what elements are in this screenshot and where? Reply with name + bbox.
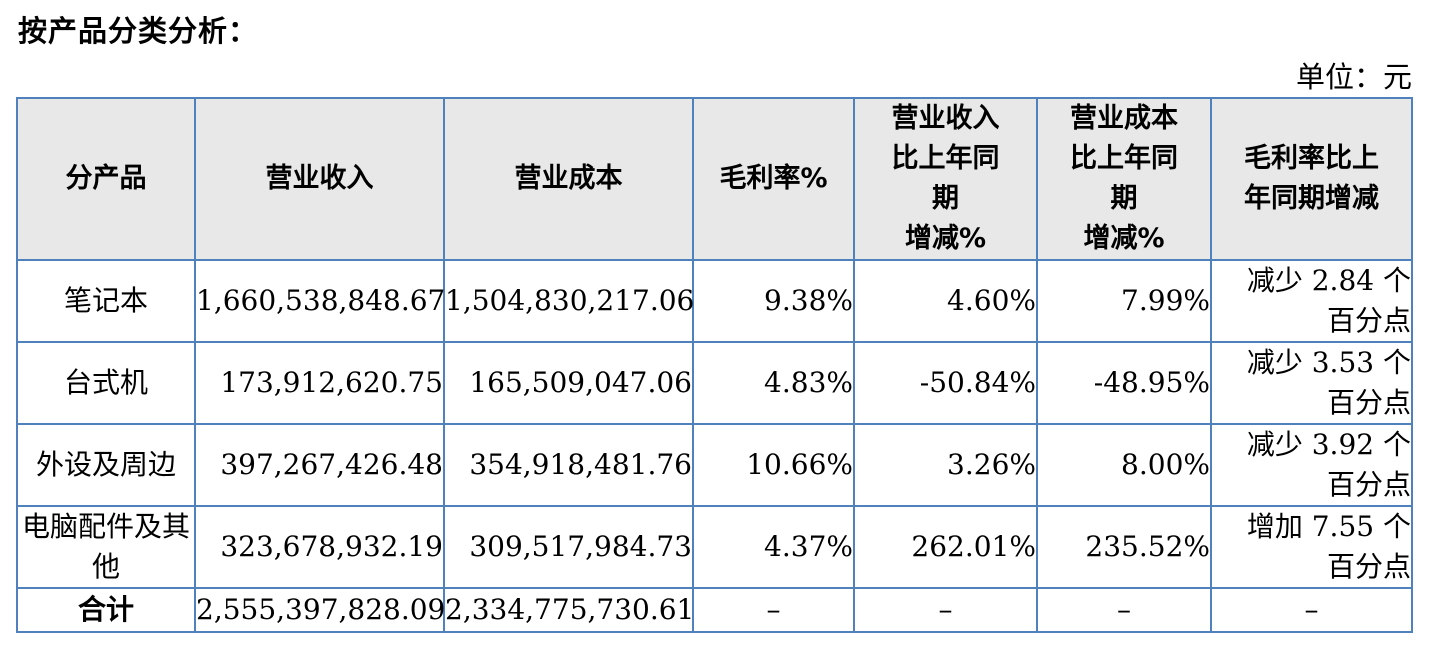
cell-total-cost-change: – [1036, 587, 1212, 633]
cell-revenue: 323,678,932.19 [194, 505, 445, 589]
cell-margin-change: 减少 2.84 个 百分点 [1210, 259, 1413, 343]
header-margin-change: 毛利率比上 年同期增减 [1210, 97, 1413, 261]
cell-cost-change: -48.95% [1036, 341, 1212, 425]
cell-cost: 309,517,984.73 [443, 505, 694, 589]
cell-cost-change: 8.00% [1036, 423, 1212, 507]
header-revenue-change-line: 增减% [904, 223, 987, 254]
table-row: 外设及周边 397,267,426.48 354,918,481.76 10.6… [16, 423, 1413, 507]
section-title: 按产品分类分析： [18, 14, 259, 48]
header-product: 分产品 [16, 97, 196, 261]
cell-revenue: 397,267,426.48 [194, 423, 445, 507]
cell-revenue: 173,912,620.75 [194, 341, 445, 425]
header-margin-change-line: 年同期增减 [1244, 183, 1379, 214]
product-analysis-table: 分产品 营业收入 营业成本 毛利率% 营业收入 比上年同 期 增减% 营业成本 … [16, 97, 1413, 633]
cell-product: 台式机 [16, 341, 196, 425]
header-revenue-change-line: 期 [932, 183, 959, 214]
margin-change-line2: 百分点 [1326, 550, 1411, 583]
cell-cost: 1,504,830,217.06 [443, 259, 694, 343]
cell-cost: 165,509,047.06 [443, 341, 694, 425]
cell-total-cost: 2,334,775,730.61 [443, 587, 694, 633]
margin-change-line1: 增加 7.55 个 [1246, 510, 1411, 543]
header-revenue: 营业收入 [194, 97, 445, 261]
cell-margin-change: 增加 7.55 个 百分点 [1210, 505, 1413, 589]
cell-margin: 9.38% [692, 259, 855, 343]
margin-change-line2: 百分点 [1326, 386, 1411, 419]
cell-product: 外设及周边 [16, 423, 196, 507]
cell-cost-change: 235.52% [1036, 505, 1212, 589]
cell-cost-change: 7.99% [1036, 259, 1212, 343]
header-revenue-change-line: 比上年同 [891, 143, 1000, 174]
table-row: 笔记本 1,660,538,848.67 1,504,830,217.06 9.… [16, 259, 1413, 343]
margin-change-line1: 减少 3.92 个 [1246, 428, 1411, 461]
header-cost-change-line: 营业成本 [1070, 103, 1178, 134]
header-margin: 毛利率% [692, 97, 855, 261]
margin-change-line1: 减少 2.84 个 [1246, 264, 1411, 297]
cell-margin-change: 减少 3.53 个 百分点 [1210, 341, 1413, 425]
cell-margin-change: 减少 3.92 个 百分点 [1210, 423, 1413, 507]
cell-total-margin-change: – [1210, 587, 1413, 633]
header-cost-change-line: 比上年同 [1070, 143, 1178, 174]
header-cost: 营业成本 [443, 97, 694, 261]
cell-revenue-change: 3.26% [853, 423, 1038, 507]
cell-margin: 10.66% [692, 423, 855, 507]
header-cost-change: 营业成本 比上年同 期 增减% [1036, 97, 1212, 261]
margin-change-line1: 减少 3.53 个 [1246, 346, 1411, 379]
header-revenue-change-line: 营业收入 [891, 103, 1000, 134]
table-header-row: 分产品 营业收入 营业成本 毛利率% 营业收入 比上年同 期 增减% 营业成本 … [16, 97, 1413, 261]
cell-revenue: 1,660,538,848.67 [194, 259, 445, 343]
cell-revenue-change: 262.01% [853, 505, 1038, 589]
cell-product: 电脑配件及其他 [16, 505, 196, 589]
margin-change-line2: 百分点 [1326, 468, 1411, 501]
cell-total-label: 合计 [16, 587, 196, 633]
cell-margin: 4.37% [692, 505, 855, 589]
cell-margin: 4.83% [692, 341, 855, 425]
cell-revenue-change: 4.60% [853, 259, 1038, 343]
cell-product: 笔记本 [16, 259, 196, 343]
cell-cost: 354,918,481.76 [443, 423, 694, 507]
cell-total-revenue-change: – [853, 587, 1038, 633]
table-row: 台式机 173,912,620.75 165,509,047.06 4.83% … [16, 341, 1413, 425]
table-total-row: 合计 2,555,397,828.09 2,334,775,730.61 – –… [16, 587, 1413, 633]
unit-label: 单位：元 [1295, 60, 1412, 94]
cell-revenue-change: -50.84% [853, 341, 1038, 425]
header-cost-change-line: 增减% [1083, 223, 1165, 254]
table-row: 电脑配件及其他 323,678,932.19 309,517,984.73 4.… [16, 505, 1413, 589]
header-margin-change-line: 毛利率比上 [1244, 143, 1379, 174]
cell-total-margin: – [692, 587, 855, 633]
cell-total-revenue: 2,555,397,828.09 [194, 587, 445, 633]
header-revenue-change: 营业收入 比上年同 期 增减% [853, 97, 1038, 261]
margin-change-line2: 百分点 [1326, 304, 1411, 337]
header-cost-change-line: 期 [1110, 183, 1138, 214]
